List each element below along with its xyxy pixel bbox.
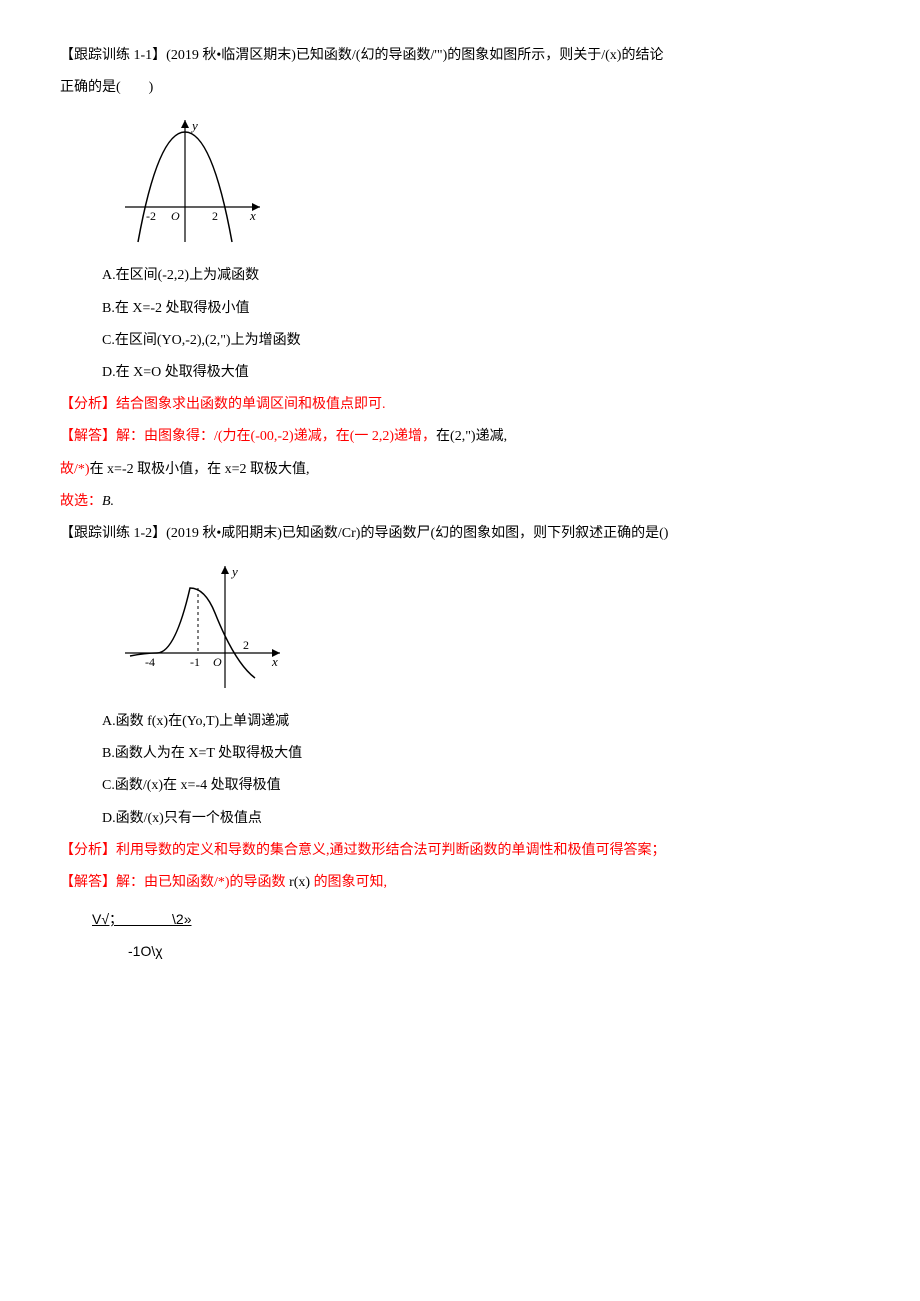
q2-option-b: B.函数人为在 X=T 处取得极大值 (60, 738, 860, 770)
svg-text:2: 2 (212, 209, 218, 223)
q2-analysis: 【分析】利用导数的定义和导数的集合意义,通过数形结合法可判断函数的单调性和极值可… (60, 835, 860, 867)
q1-answer-line3: 故选：B. (60, 486, 860, 518)
svg-text:x: x (271, 654, 278, 669)
analysis-text: 利用导数的定义和导数的集合意义,通过数形结合法可判断函数的单调性和极值可得答案； (116, 843, 666, 858)
q1-option-a: A.在区间(-2,2)上为减函数 (60, 260, 860, 292)
fraction-numerator: V√； \2» (88, 911, 195, 927)
q1-title: 【跟踪训练 1-1】(2019 秋•临渭区期末)已知函数/(幻的导函数/'")的… (60, 40, 860, 72)
q1-title2-text: 正确的是( ) (60, 80, 153, 95)
svg-text:y: y (230, 564, 238, 579)
analysis-label: 【分析】 (60, 843, 116, 858)
q2-graph: y x -4 -1 O 2 (120, 558, 860, 698)
svg-text:x: x (249, 208, 256, 223)
svg-text:-4: -4 (145, 655, 155, 669)
q2-fraction: V√； \2» -1O\χ (88, 903, 860, 967)
svg-text:-2: -2 (146, 209, 156, 223)
q2-option-a: A.函数 f(x)在(Yo,T)上单调递减 (60, 706, 860, 738)
q1-title2: 正确的是( ) (60, 72, 860, 104)
answer-label: 【解答】 (60, 875, 116, 890)
svg-text:O: O (171, 209, 180, 223)
q2-title: 【跟踪训练 1-2】(2019 秋•咸阳期末)已知函数/Cr)的导函数尸(幻的图… (60, 518, 860, 550)
q1-option-d: D.在 X=O 处取得极大值 (60, 357, 860, 389)
q2-answer-line1: 【解答】解：由已知函数/*)的导函数 r(x) 的图象可知, (60, 867, 860, 899)
q1-answer-line1: 【解答】解：由图象得：/(力在(-00,-2)递减，在(一 2,2)递增，在(2… (60, 421, 860, 453)
svg-text:2: 2 (243, 638, 249, 652)
q1-title-text: 【跟踪训练 1-1】(2019 秋•临渭区期末)已知函数/(幻的导函数/'")的… (60, 48, 663, 63)
q1-option-b: B.在 X=-2 处取得极小值 (60, 293, 860, 325)
svg-text:-1: -1 (190, 655, 200, 669)
q2-option-c: C.函数/(x)在 x=-4 处取得极值 (60, 770, 860, 802)
fraction-denominator: -1O\χ (88, 943, 163, 959)
analysis-text: 结合图象求出函数的单调区间和极值点即可. (116, 397, 386, 412)
q2-option-d: D.函数/(x)只有一个极值点 (60, 803, 860, 835)
q1-analysis: 【分析】结合图象求出函数的单调区间和极值点即可. (60, 389, 860, 421)
q2-title-text: 【跟踪训练 1-2】(2019 秋•咸阳期末)已知函数/Cr)的导函数尸(幻的图… (60, 526, 668, 541)
answer-label: 【解答】 (60, 429, 116, 444)
q1-answer-line2: 故/*)在 x=-2 取极小值，在 x=2 取极大值, (60, 454, 860, 486)
q1-graph: y x -2 O 2 (120, 112, 860, 252)
svg-text:O: O (213, 655, 222, 669)
analysis-label: 【分析】 (60, 397, 116, 412)
svg-text:y: y (190, 118, 198, 133)
q1-option-c: C.在区间(YO,-2),(2,")上为增函数 (60, 325, 860, 357)
